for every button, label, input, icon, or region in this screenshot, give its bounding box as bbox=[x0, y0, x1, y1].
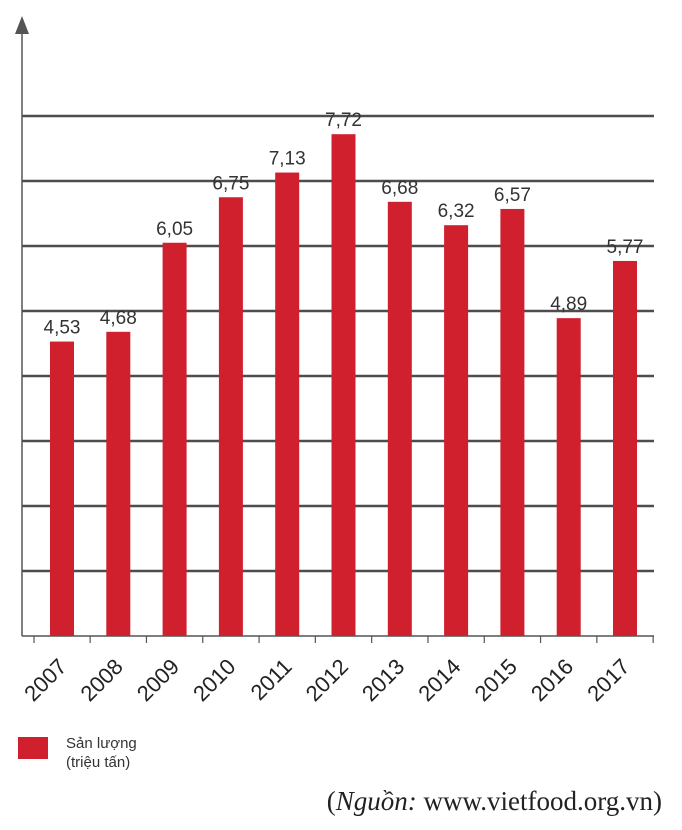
bar-2011 bbox=[275, 172, 300, 637]
x-tick-label-2007: 2007 bbox=[19, 654, 71, 706]
value-label-2007: 4,53 bbox=[44, 318, 81, 339]
bar-2015 bbox=[500, 208, 525, 636]
source-text: www.vietfood.org.vn) bbox=[416, 786, 662, 816]
value-label-2010: 6,75 bbox=[212, 173, 249, 194]
x-tick-label-2014: 2014 bbox=[413, 654, 465, 706]
bar-2016 bbox=[556, 318, 581, 636]
value-label-2016: 4,89 bbox=[550, 294, 587, 315]
source-prefix: ( bbox=[326, 786, 336, 816]
value-label-2017: 5,77 bbox=[607, 237, 644, 258]
value-label-2014: 6,32 bbox=[438, 201, 475, 222]
x-tick-label-2015: 2015 bbox=[470, 654, 522, 706]
source-label: Nguồn: bbox=[335, 786, 417, 816]
bar-2012 bbox=[331, 134, 356, 636]
bars bbox=[50, 134, 637, 637]
x-tick-label-2016: 2016 bbox=[526, 654, 578, 706]
value-label-2015: 6,57 bbox=[494, 185, 531, 206]
x-tick-labels: 2007 2008 2009 2010 2011 2012 2013 2014 2015 2016… bbox=[19, 636, 654, 706]
value-label-2009: 6,05 bbox=[156, 219, 193, 240]
bar-2017 bbox=[613, 260, 637, 636]
y-axis-arrow-icon bbox=[15, 16, 29, 34]
x-tick-label-2011: 2011 bbox=[246, 654, 297, 705]
value-label-2012: 7,72 bbox=[325, 110, 362, 131]
bar-2014 bbox=[444, 225, 469, 636]
legend: Sản lượng (triệu tấn) bbox=[18, 734, 137, 772]
bar-2013 bbox=[387, 201, 412, 637]
value-labels: 4,53 4,68 6,05 6,75 7,13 7,72 6,68 6,32 6,57 4,89… bbox=[44, 110, 644, 338]
legend-label: Sản lượng (triệu tấn) bbox=[66, 734, 137, 772]
x-tick-label-2009: 2009 bbox=[132, 654, 184, 706]
legend-swatch bbox=[18, 737, 48, 759]
bar-2007 bbox=[50, 341, 74, 636]
legend-label-line1: Sản lượng bbox=[66, 735, 137, 752]
legend-label-line2: (triệu tấn) bbox=[66, 754, 131, 771]
bar-2010 bbox=[218, 197, 243, 636]
source-note: (Nguồn: www.vietfood.org.vn) bbox=[327, 786, 662, 817]
value-label-2008: 4,68 bbox=[100, 308, 137, 329]
x-tick-label-2010: 2010 bbox=[188, 654, 240, 706]
x-tick-label-2012: 2012 bbox=[301, 654, 353, 706]
bar-2008 bbox=[106, 331, 131, 636]
bar-chart: 4,53 4,68 6,05 6,75 7,13 7,72 6,68 6,32 6,57 4,89… bbox=[15, 16, 654, 706]
value-label-2013: 6,68 bbox=[381, 178, 418, 199]
value-label-2011: 7,13 bbox=[269, 149, 306, 170]
x-tick-label-2017: 2017 bbox=[582, 654, 634, 706]
bar-2009 bbox=[162, 242, 187, 636]
x-tick-label-2013: 2013 bbox=[357, 654, 409, 706]
x-tick-label-2008: 2008 bbox=[76, 654, 128, 706]
